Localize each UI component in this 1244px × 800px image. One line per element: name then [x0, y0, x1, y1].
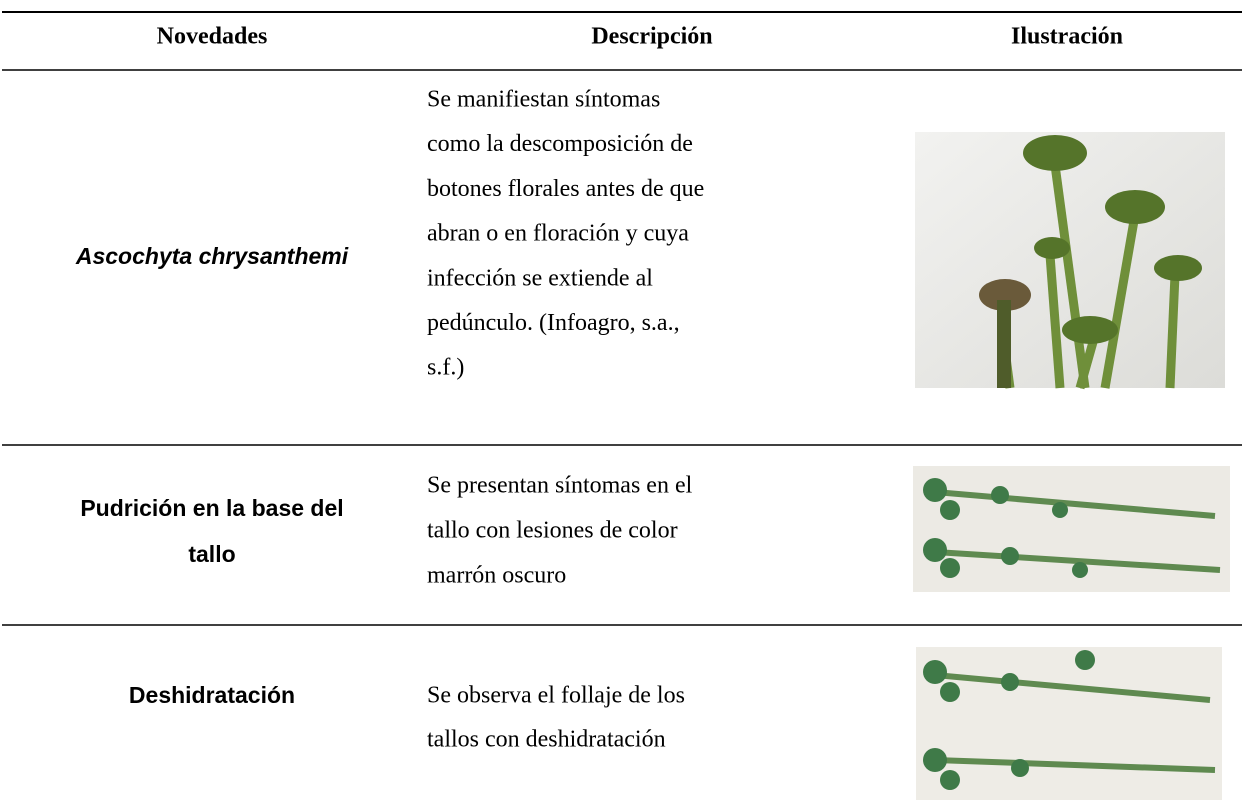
row-name: Deshidratación	[129, 682, 295, 708]
description-line: tallos con deshidratación	[427, 727, 666, 753]
description-line: s.f.)	[427, 355, 464, 381]
photo	[916, 647, 1222, 800]
row-name: tallo	[188, 541, 235, 567]
description-line: botones florales antes de que	[427, 176, 704, 202]
description-line: Se observa el follaje de los	[427, 683, 685, 709]
description-line: infección se extiende al	[427, 265, 653, 291]
column-header: Novedades	[157, 24, 268, 50]
description-line: marrón oscuro	[427, 563, 566, 589]
column-header: Descripción	[591, 24, 712, 50]
column-header: Ilustración	[1011, 24, 1123, 50]
row-name: Ascochyta chrysanthemi	[75, 243, 349, 269]
description-line: Se manifiestan síntomas	[427, 87, 660, 113]
row-name: Pudrición en la base del	[80, 495, 343, 521]
description-line: tallo con lesiones de color	[427, 518, 678, 544]
photo	[913, 466, 1230, 592]
description-line: como la descomposición de	[427, 131, 693, 157]
description-line: Se presentan síntomas en el	[427, 473, 693, 499]
description-line: pedúnculo. (Infoagro, s.a.,	[427, 310, 680, 336]
photo	[915, 132, 1225, 390]
description-line: abran o en floración y cuya	[427, 221, 689, 247]
